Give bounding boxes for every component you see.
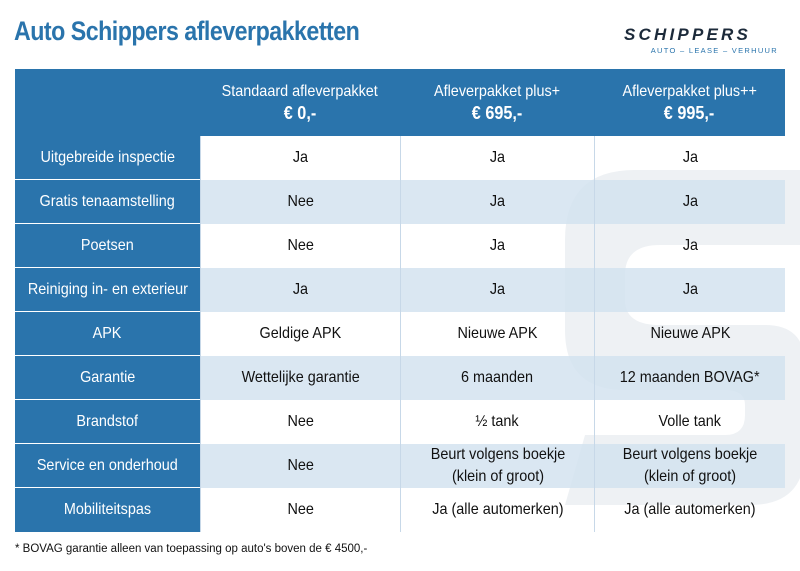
row-label: Gratis tenaamstelling — [15, 180, 200, 224]
page-title: Auto Schippers afleverpakketten — [14, 16, 360, 46]
table-cell: 12 maanden BOVAG* — [594, 356, 785, 400]
logo-wordmark: SCHIPPERS — [624, 25, 752, 44]
table-cell: Ja (alle automerken) — [594, 488, 785, 532]
table-cell: ½ tank — [400, 400, 594, 444]
table-cell: Ja — [400, 180, 594, 224]
table-row: Brandstof Nee ½ tank Volle tank — [15, 400, 785, 444]
plan-price: € 695,- — [471, 103, 523, 123]
table-cell: Nee — [200, 180, 400, 224]
table-header: Standaard afleverpakket € 0,- Afleverpak… — [15, 69, 785, 136]
row-label: Brandstof — [15, 400, 200, 444]
table-cell: Ja — [594, 136, 785, 180]
table-cell: Nieuwe APK — [594, 312, 785, 356]
table-cell: Ja (alle automerken) — [400, 488, 594, 532]
table-row: APK Geldige APK Nieuwe APK Nieuwe APK — [15, 312, 785, 356]
table-cell: Beurt volgens boekje (klein of groot) — [400, 444, 594, 488]
plan-name: Afleverpakket plus++ — [622, 83, 757, 100]
table-cell: Ja — [594, 268, 785, 312]
table-cell: Beurt volgens boekje (klein of groot) — [594, 444, 785, 488]
plan-price: € 0,- — [283, 103, 317, 123]
logo-tagline: AUTO – LEASE – VERHUUR — [650, 46, 778, 55]
table-cell: 6 maanden — [400, 356, 594, 400]
row-label: Garantie — [15, 356, 200, 400]
s-watermark-icon — [565, 170, 800, 505]
row-label: Poetsen — [15, 224, 200, 268]
plan-header-standaard: Standaard afleverpakket € 0,- — [200, 69, 400, 136]
plan-name: Standaard afleverpakket — [221, 83, 379, 100]
table-cell: Ja — [594, 180, 785, 224]
plan-header-plus-plus: Afleverpakket plus++ € 995,- — [594, 69, 785, 136]
table-row: Service en onderhoud Nee Beurt volgens b… — [15, 444, 785, 488]
table-row: Uitgebreide inspectie Ja Ja Ja — [15, 136, 785, 180]
table-row: Reiniging in- en exterieur Ja Ja Ja — [15, 268, 785, 312]
table-cell: Ja — [400, 224, 594, 268]
table-cell: Ja — [200, 136, 400, 180]
table-cell: Nee — [200, 488, 400, 532]
table-row: Mobiliteitspas Nee Ja (alle automerken) … — [15, 488, 785, 532]
table-cell: Nieuwe APK — [400, 312, 594, 356]
plan-price: € 995,- — [664, 103, 715, 123]
table-cell: Geldige APK — [200, 312, 400, 356]
row-label: Mobiliteitspas — [15, 488, 200, 532]
header-corner — [15, 69, 200, 136]
table-row: Garantie Wettelijke garantie 6 maanden 1… — [15, 356, 785, 400]
table-cell: Wettelijke garantie — [200, 356, 400, 400]
table-cell: Volle tank — [594, 400, 785, 444]
plan-name: Afleverpakket plus+ — [433, 83, 561, 100]
table-cell: Ja — [594, 224, 785, 268]
plan-header-plus: Afleverpakket plus+ € 695,- — [400, 69, 594, 136]
table-cell: Nee — [200, 444, 400, 488]
table-cell: Nee — [200, 224, 400, 268]
table-row: Poetsen Nee Ja Ja — [15, 224, 785, 268]
row-label: APK — [15, 312, 200, 356]
table-cell: Ja — [400, 268, 594, 312]
row-label: Uitgebreide inspectie — [15, 136, 200, 180]
table-cell: Nee — [200, 400, 400, 444]
schippers-logo: SCHIPPERS AUTO – LEASE – VERHUUR — [624, 26, 782, 58]
package-comparison-table: Standaard afleverpakket € 0,- Afleverpak… — [15, 69, 785, 532]
table-cell: Ja — [200, 268, 400, 312]
table-cell: Ja — [400, 136, 594, 180]
footnote: * BOVAG garantie alleen van toepassing o… — [15, 543, 368, 555]
table-row: Gratis tenaamstelling Nee Ja Ja — [15, 180, 785, 224]
row-label: Reiniging in- en exterieur — [15, 268, 200, 312]
row-label: Service en onderhoud — [15, 444, 200, 488]
